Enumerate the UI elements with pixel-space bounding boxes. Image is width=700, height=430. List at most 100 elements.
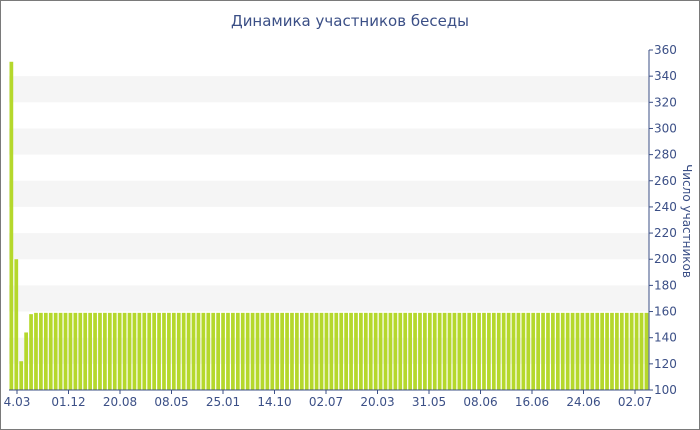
- bar: [472, 312, 476, 390]
- bar: [393, 312, 398, 390]
- bar: [477, 312, 481, 390]
- bar: [447, 312, 452, 390]
- bar: [452, 312, 457, 390]
- bar: [506, 312, 511, 390]
- x-tick-label: 02.07: [309, 395, 343, 409]
- bar: [413, 312, 417, 390]
- bar: [171, 312, 176, 390]
- bar: [423, 312, 427, 390]
- grid-bands: [9, 76, 649, 364]
- bar: [78, 312, 83, 390]
- grid-band: [9, 76, 649, 103]
- bar: [378, 312, 383, 390]
- bar: [605, 312, 609, 390]
- bar: [285, 312, 289, 390]
- bar: [14, 259, 19, 390]
- bar: [467, 312, 472, 390]
- bar: [295, 312, 299, 390]
- bar: [58, 312, 63, 390]
- bar: [388, 312, 393, 390]
- bar: [132, 312, 137, 390]
- bar: [147, 312, 152, 390]
- bar: [398, 312, 403, 390]
- bar: [231, 312, 235, 390]
- x-tick-label: 20.03: [360, 395, 394, 409]
- x-tick-label: 4.03: [4, 395, 31, 409]
- bar: [570, 312, 575, 390]
- bar: [280, 312, 284, 390]
- bar: [585, 312, 590, 390]
- bar: [19, 361, 24, 390]
- bar: [368, 312, 373, 390]
- bar: [511, 312, 516, 390]
- bar: [299, 312, 304, 390]
- y-tick-label: 260: [654, 174, 677, 188]
- bar: [501, 312, 506, 390]
- bar: [270, 312, 275, 390]
- bar: [93, 312, 97, 390]
- bar: [142, 312, 147, 390]
- y-tick-label: 120: [654, 357, 677, 371]
- bar: [610, 312, 614, 390]
- bar: [167, 312, 171, 390]
- bar: [373, 312, 378, 390]
- bar: [462, 312, 467, 390]
- bar: [521, 312, 526, 390]
- bar: [344, 312, 348, 390]
- bar: [24, 332, 28, 390]
- y-tick-label: 180: [654, 278, 677, 292]
- x-tick-label: 31.05: [412, 395, 446, 409]
- grid-band: [9, 180, 649, 207]
- bar: [245, 312, 250, 390]
- bar: [339, 312, 344, 390]
- grid-band: [9, 128, 649, 155]
- bar: [48, 312, 53, 390]
- bar: [107, 312, 112, 390]
- bar: [634, 312, 639, 390]
- bar: [359, 312, 363, 390]
- y-axis-label: Число участников: [680, 164, 694, 278]
- y-tick-label: 140: [654, 331, 677, 345]
- bar: [226, 312, 230, 390]
- bar: [309, 312, 314, 390]
- bar: [639, 312, 644, 390]
- bar: [260, 312, 265, 390]
- bar: [43, 312, 48, 390]
- bar: [112, 312, 117, 390]
- y-tick-label: 320: [654, 95, 677, 109]
- bar: [63, 312, 68, 390]
- bar: [152, 312, 156, 390]
- x-tick-label: 08.05: [154, 395, 188, 409]
- y-tick-label: 160: [654, 305, 677, 319]
- bar: [83, 312, 88, 390]
- x-axis: 4.03 01.12 20.08 08.05 25.01 14.10 02.07 20.03 3…: [4, 389, 652, 409]
- bar: [250, 312, 255, 390]
- x-tick-label: 16.06: [515, 395, 549, 409]
- chart-title: Динамика участников беседы: [230, 12, 470, 30]
- bar: [624, 312, 629, 390]
- bar: [560, 312, 565, 390]
- bar: [644, 312, 649, 390]
- bar: [363, 312, 368, 390]
- bar: [255, 312, 260, 390]
- bar: [221, 312, 225, 390]
- bar: [496, 312, 501, 390]
- bar: [555, 312, 560, 390]
- bar: [334, 312, 339, 390]
- bar: [191, 312, 196, 390]
- bar: [329, 312, 334, 390]
- bar: [211, 312, 216, 390]
- bar: [122, 312, 127, 390]
- bar: [176, 312, 181, 390]
- bar: [457, 312, 462, 390]
- bar: [349, 312, 353, 390]
- bar: [201, 312, 206, 390]
- y-tick-label: 240: [654, 200, 677, 214]
- bar: [206, 312, 211, 390]
- x-tick-label: 14.10: [257, 395, 291, 409]
- bar: [595, 312, 600, 390]
- bar: [157, 312, 161, 390]
- y-tick-label: 200: [654, 252, 677, 266]
- bar: [304, 312, 309, 390]
